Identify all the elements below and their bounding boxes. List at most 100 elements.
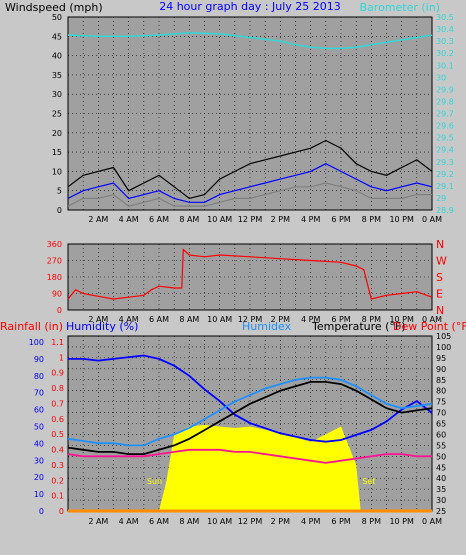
temperature-tick: 70 bbox=[436, 409, 446, 418]
direction-panel-x-tick: 6 PM bbox=[331, 315, 350, 324]
barometer-tick: 30.5 bbox=[436, 13, 454, 22]
barometer-tick: 28.9 bbox=[436, 206, 454, 215]
temperature-tick: 105 bbox=[436, 332, 451, 341]
temperature-tick: 35 bbox=[436, 485, 446, 494]
direction-panel-x-tick: 2 PM bbox=[271, 315, 290, 324]
temperature-panel-x-tick: 2 AM bbox=[88, 517, 108, 526]
direction-panel-x-tick: 4 PM bbox=[301, 315, 320, 324]
compass-tick: W bbox=[436, 255, 447, 268]
barometer-tick: 29.7 bbox=[436, 110, 454, 119]
humidity-tick: 100 bbox=[29, 338, 44, 347]
rainfall-tick: 1 bbox=[59, 353, 64, 362]
dewpoint-axis-label: Dew Point (°F) bbox=[393, 320, 466, 333]
barometer-tick: 29.3 bbox=[436, 158, 454, 167]
direction-tick: 180 bbox=[47, 273, 62, 282]
windspeed-tick: 30 bbox=[52, 90, 62, 99]
windspeed-tick: 0 bbox=[57, 206, 62, 215]
temperature-panel-x-tick: 6 AM bbox=[149, 517, 169, 526]
direction-tick: 360 bbox=[47, 240, 62, 249]
temperature-tick: 25 bbox=[436, 507, 446, 516]
wind-panel-x-tick: 4 PM bbox=[301, 215, 320, 224]
humidity-tick: 90 bbox=[34, 355, 44, 364]
barometer-tick: 30.4 bbox=[436, 25, 454, 34]
direction-panel-x-tick: 8 AM bbox=[179, 315, 199, 324]
series-wind-average bbox=[67, 163, 433, 203]
windspeed-tick: 10 bbox=[52, 167, 62, 176]
temperature-tick: 40 bbox=[436, 474, 446, 483]
temperature-panel-x-tick: 4 PM bbox=[301, 517, 320, 526]
wind-panel-x-tick: 4 AM bbox=[119, 215, 139, 224]
rainfall-tick: 0.4 bbox=[51, 446, 64, 455]
temperature-tick: 65 bbox=[436, 420, 446, 429]
temperature-tick: 50 bbox=[436, 452, 446, 461]
direction-panel-x-tick: 0 AM bbox=[422, 315, 442, 324]
compass-tick: N bbox=[436, 238, 444, 251]
windspeed-tick: 5 bbox=[57, 187, 62, 196]
temperature-tick: 75 bbox=[436, 398, 446, 407]
rainfall-tick: 0.3 bbox=[51, 461, 64, 470]
rainfall-tick: 0.7 bbox=[51, 399, 64, 408]
humidity-tick: 30 bbox=[34, 456, 44, 465]
temperature-tick: 90 bbox=[436, 365, 446, 374]
temperature-panel-x-tick: 0 AM bbox=[422, 517, 442, 526]
barometer-tick: 29.9 bbox=[436, 85, 454, 94]
series-wind-low bbox=[67, 182, 432, 207]
humidity-tick: 20 bbox=[34, 473, 44, 482]
direction-panel-x-tick: 8 PM bbox=[362, 315, 381, 324]
rainfall-axis-label: Rainfall (in) bbox=[0, 320, 63, 333]
temperature-panel-x-tick: 12 PM bbox=[238, 517, 263, 526]
temperature-tick: 55 bbox=[436, 441, 446, 450]
temperature-tick: 80 bbox=[436, 387, 446, 396]
rainfall-tick: 0.9 bbox=[51, 369, 64, 378]
direction-panel-x-tick: 12 PM bbox=[238, 315, 263, 324]
series-humidex bbox=[67, 376, 433, 447]
sunset-marker: Set bbox=[362, 477, 375, 486]
temperature-panel-x-tick: 10 AM bbox=[207, 517, 232, 526]
windspeed-tick: 15 bbox=[52, 148, 62, 157]
direction-panel-x-tick: 6 AM bbox=[149, 315, 169, 324]
windspeed-axis-label: Windspeed (mph) bbox=[5, 1, 103, 14]
barometer-tick: 29.1 bbox=[436, 182, 454, 191]
temperature-axis-label: Temperature (°F) bbox=[311, 320, 406, 333]
direction-tick: 0 bbox=[57, 306, 62, 315]
temperature-panel-x-tick: 8 AM bbox=[179, 517, 199, 526]
temperature-tick: 100 bbox=[436, 343, 451, 352]
chart-title: 24 hour graph day : July 25 2013 bbox=[159, 0, 341, 13]
wind-panel-x-tick: 6 PM bbox=[331, 215, 350, 224]
windspeed-tick: 25 bbox=[52, 110, 62, 119]
temperature-tick: 85 bbox=[436, 376, 446, 385]
series-solar bbox=[159, 425, 361, 511]
barometer-tick: 29.2 bbox=[436, 170, 454, 179]
rainfall-tick: 0.1 bbox=[51, 492, 64, 501]
humidex-axis-label: Humidex bbox=[242, 320, 292, 333]
temperature-tick: 60 bbox=[436, 430, 446, 439]
compass-tick: S bbox=[436, 271, 443, 284]
humidity-tick: 10 bbox=[34, 490, 44, 499]
humidity-tick: 80 bbox=[34, 372, 44, 381]
direction-panel-x-tick: 10 PM bbox=[389, 315, 414, 324]
compass-tick: N bbox=[436, 304, 444, 317]
chart-panels: 0510152025303540455028.92929.129.229.329… bbox=[29, 13, 454, 526]
series-dew-point-f- bbox=[67, 448, 432, 464]
windspeed-tick: 45 bbox=[52, 32, 62, 41]
barometer-tick: 30.3 bbox=[436, 37, 454, 46]
windspeed-tick: 20 bbox=[52, 129, 62, 138]
direction-panel-x-tick: 4 AM bbox=[119, 315, 139, 324]
series-barometer-in- bbox=[67, 31, 433, 50]
direction-tick: 270 bbox=[47, 257, 62, 266]
rainfall-tick: 1.1 bbox=[51, 338, 64, 347]
humidity-axis-label: Humidity (%) bbox=[66, 320, 138, 333]
wind-panel-x-tick: 2 AM bbox=[88, 215, 108, 224]
windspeed-tick: 40 bbox=[52, 52, 62, 61]
rainfall-tick: 0.2 bbox=[51, 476, 64, 485]
temperature-panel-x-tick: 8 PM bbox=[362, 517, 381, 526]
windspeed-tick: 35 bbox=[52, 71, 62, 80]
wind-panel-x-tick: 8 AM bbox=[179, 215, 199, 224]
temperature-tick: 30 bbox=[436, 496, 446, 505]
barometer-axis-label: Barometer (in) bbox=[360, 1, 441, 14]
wind-panel-x-tick: 10 AM bbox=[207, 215, 232, 224]
temperature-tick: 95 bbox=[436, 354, 446, 363]
wind-panel-x-tick: 6 AM bbox=[149, 215, 169, 224]
direction-tick: 90 bbox=[52, 290, 62, 299]
